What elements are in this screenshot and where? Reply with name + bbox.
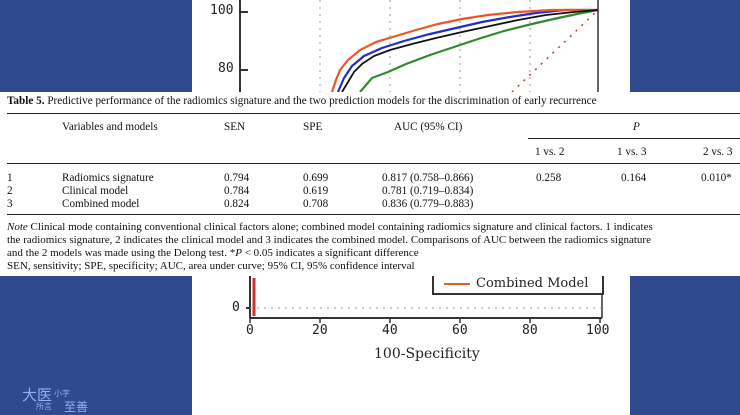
row1-sen: 0.794	[224, 172, 250, 184]
row1-p13: 0.164	[621, 172, 647, 184]
orange-curve	[330, 8, 598, 92]
legend-swatch-combined	[444, 283, 470, 285]
row2-num: 2	[7, 185, 13, 197]
green-curve	[359, 8, 599, 92]
x-tick-100: 100	[586, 323, 610, 338]
note-line-1-text: Clinical mode containing conventional cl…	[27, 221, 653, 233]
logo-text-2: 小字	[54, 389, 70, 398]
y-tick-100: 100	[210, 3, 234, 18]
blue-curve	[336, 8, 598, 92]
row1-name: Radiomics signature	[62, 172, 154, 184]
row3-sen: 0.824	[224, 198, 250, 210]
x-tick-20: 20	[312, 323, 328, 338]
bottom-rule	[7, 214, 740, 215]
bottom-roc-chart: Combined Model 0 0 20 40 60 80 100 100-S…	[192, 276, 630, 415]
header-p: P	[633, 121, 640, 133]
note-line-1: Note Clinical mode containing convention…	[7, 221, 735, 234]
x-tick-0: 0	[246, 323, 254, 338]
note-line-3-b: < 0.05 indicates a significant differenc…	[241, 247, 419, 259]
top-roc-chart: 100 80	[192, 0, 630, 92]
header-p-1v3: 1 vs. 3	[617, 146, 647, 158]
top-roc-plot	[239, 0, 599, 92]
logo-text-3: 所言	[36, 402, 52, 411]
table-caption: Table 5. Predictive performance of the r…	[7, 95, 597, 107]
header-auc: AUC (95% CI)	[394, 121, 463, 133]
logo-text-4: 至善	[64, 400, 89, 414]
legend: Combined Model	[432, 276, 604, 295]
row1-spe: 0.699	[303, 172, 329, 184]
header-variables: Variables and models	[62, 121, 158, 133]
x-axis-label: 100-Specificity	[374, 346, 480, 362]
row2-name: Clinical model	[62, 185, 129, 197]
row3-spe: 0.708	[303, 198, 329, 210]
p-rule	[528, 138, 740, 139]
x-tick-60: 60	[452, 323, 468, 338]
logo-text-1: 大医	[22, 386, 53, 404]
note-label: Note	[7, 221, 28, 233]
row1-p12: 0.258	[536, 172, 562, 184]
note-line-3: and the 2 models was made using the Delo…	[7, 247, 735, 260]
note-line-3-a: and the 2 models was made using the Delo…	[7, 247, 236, 259]
x-tick-40: 40	[382, 323, 398, 338]
caption-label: Table 5.	[7, 95, 45, 107]
watermark-logo: 大医 小字 所言 至善	[22, 384, 132, 414]
row2-sen: 0.784	[224, 185, 250, 197]
note-line-2: the radiomics signature, 2 indicates the…	[7, 234, 651, 246]
row3-auc: 0.836 (0.779–0.883)	[382, 198, 474, 210]
header-sen: SEN	[224, 121, 246, 133]
table-panel: Table 5. Predictive performance of the r…	[0, 92, 740, 276]
black-curve	[341, 9, 599, 92]
row1-num: 1	[7, 172, 13, 184]
row1-p23: 0.010*	[701, 172, 732, 184]
x-tick-80: 80	[522, 323, 538, 338]
header-p-1v2: 1 vs. 2	[535, 146, 565, 158]
bottom-roc-plot	[246, 276, 603, 323]
row3-num: 3	[7, 198, 13, 210]
legend-label: Combined Model	[476, 276, 589, 291]
header-spe: SPE	[303, 121, 323, 133]
y-tick-0: 0	[232, 300, 240, 315]
table-note: Note Clinical mode containing convention…	[7, 221, 735, 273]
top-rule	[7, 113, 740, 114]
note-line-4: SEN, sensitivity; SPE, specificity; AUC,…	[7, 260, 415, 272]
note-line-3-p: P	[235, 247, 242, 259]
header-p-2v3: 2 vs. 3	[703, 146, 733, 158]
header-rule	[7, 163, 740, 164]
row2-auc: 0.781 (0.719–0.834)	[382, 185, 474, 197]
y-tick-80: 80	[218, 61, 234, 76]
row1-auc: 0.817 (0.758–0.866)	[382, 172, 474, 184]
caption-text: Predictive performance of the radiomics …	[47, 95, 597, 107]
row2-spe: 0.619	[303, 185, 329, 197]
row3-name: Combined model	[62, 198, 140, 210]
